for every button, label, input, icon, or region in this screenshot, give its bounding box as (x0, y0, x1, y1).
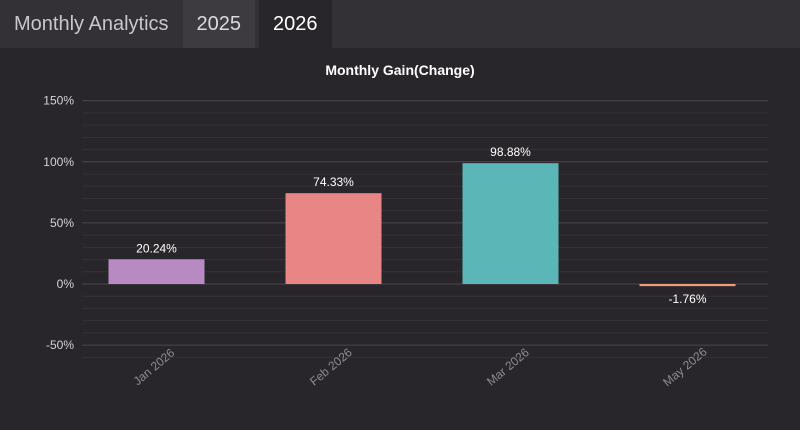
bar-chart: Monthly Gain(Change) -50% 0% 50% 100% 150% 2… (43, 62, 768, 389)
x-tick-label: May 2026 (660, 344, 710, 389)
chart-grid (82, 100, 768, 358)
header-bar: Monthly Analytics 2025 2026 (0, 0, 800, 48)
bar-value-label: 74.33% (313, 175, 354, 189)
bar[interactable] (639, 284, 736, 287)
y-tick-label: 0% (57, 277, 75, 291)
y-tick-label: 100% (43, 155, 74, 169)
bar[interactable] (108, 259, 205, 284)
x-tick-label: Mar 2026 (484, 345, 532, 389)
tab-2025[interactable]: 2025 (182, 0, 256, 48)
x-axis: Jan 2026 Feb 2026 Mar 2026 May 2026 (131, 344, 710, 389)
bar-value-label: 20.24% (136, 241, 177, 255)
y-tick-label: -50% (46, 338, 74, 352)
y-tick-label: 150% (43, 94, 74, 108)
y-axis: -50% 0% 50% 100% 150% (43, 94, 74, 352)
chart-area: Monthly Gain(Change) -50% 0% 50% 100% 150% 2… (0, 48, 800, 430)
bar-series: 20.24% 74.33% 98.88% -1.76% (108, 145, 736, 306)
app-title: Monthly Analytics (14, 12, 169, 35)
y-tick-label: 50% (50, 216, 74, 230)
x-tick-label: Jan 2026 (131, 345, 178, 388)
bar-value-label: -1.76% (668, 292, 706, 306)
bar[interactable] (285, 193, 382, 284)
bar[interactable] (462, 163, 559, 284)
chart-title: Monthly Gain(Change) (325, 62, 474, 78)
bar-value-label: 98.88% (490, 145, 531, 159)
x-tick-label: Feb 2026 (307, 345, 355, 389)
tab-2026[interactable]: 2026 (259, 0, 332, 48)
